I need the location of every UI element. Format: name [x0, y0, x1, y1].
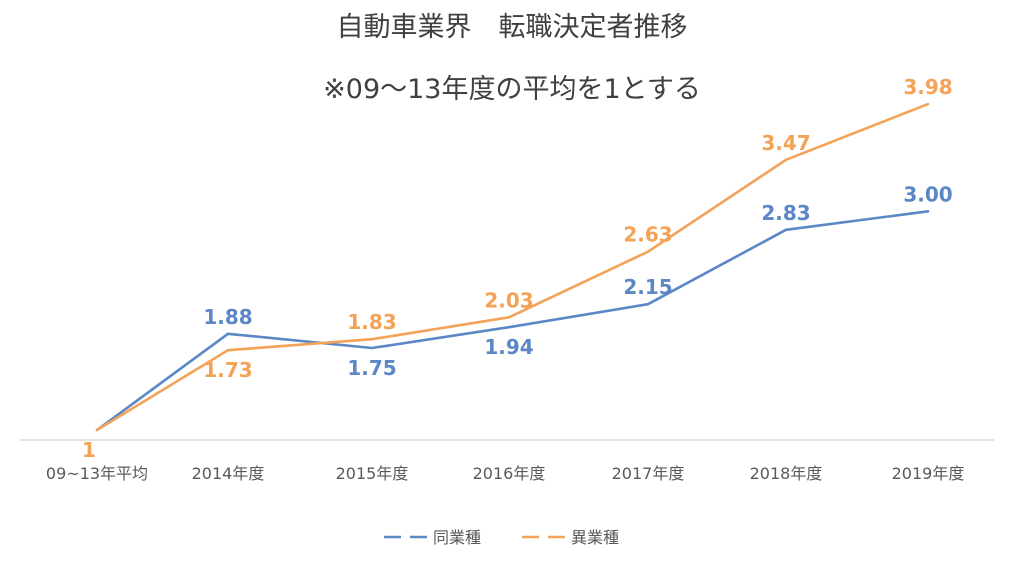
data-label: 2.63: [623, 223, 672, 247]
series-line-other-industry: [95, 102, 930, 432]
x-tick-labels: 09~13年平均 2014年度 2015年度 2016年度 2017年度 2018年度 20…: [46, 464, 964, 483]
legend: 同業種 異業種: [384, 528, 619, 547]
data-label: 2.03: [484, 288, 533, 312]
chart-title: 自動車業界 転職決定者推移: [337, 12, 688, 43]
data-label: 2.83: [761, 201, 810, 225]
x-tick-label: 09~13年平均: [46, 464, 148, 483]
x-tick-label: 2017年度: [612, 464, 685, 483]
data-label: 1.88: [203, 305, 252, 329]
data-label: 1.73: [203, 358, 252, 382]
data-label: 3.00: [903, 182, 952, 206]
x-tick-label: 2014年度: [192, 464, 265, 483]
x-tick-label: 2015年度: [336, 464, 409, 483]
data-label: 1.94: [484, 335, 533, 359]
data-label: 2.15: [623, 275, 672, 299]
data-label: 1.75: [347, 356, 396, 380]
x-tick-label: 2019年度: [892, 464, 965, 483]
legend-label: 異業種: [571, 528, 619, 547]
series-line-same-industry: [95, 210, 930, 432]
data-label: 1.83: [347, 310, 396, 334]
legend-label: 同業種: [433, 528, 481, 547]
data-label: 3.98: [903, 75, 952, 99]
data-label: 3.47: [761, 131, 810, 155]
x-tick-label: 2018年度: [750, 464, 823, 483]
data-label: 1: [82, 438, 96, 462]
x-tick-label: 2016年度: [473, 464, 546, 483]
series-lines: [95, 102, 930, 432]
chart-subtitle: ※09～13年度の平均を1とする: [323, 74, 701, 105]
data-labels: 1.88 1.75 1.94 2.15 2.83 3.00 1 1.73 1.83 2.03 2.6…: [82, 75, 953, 462]
